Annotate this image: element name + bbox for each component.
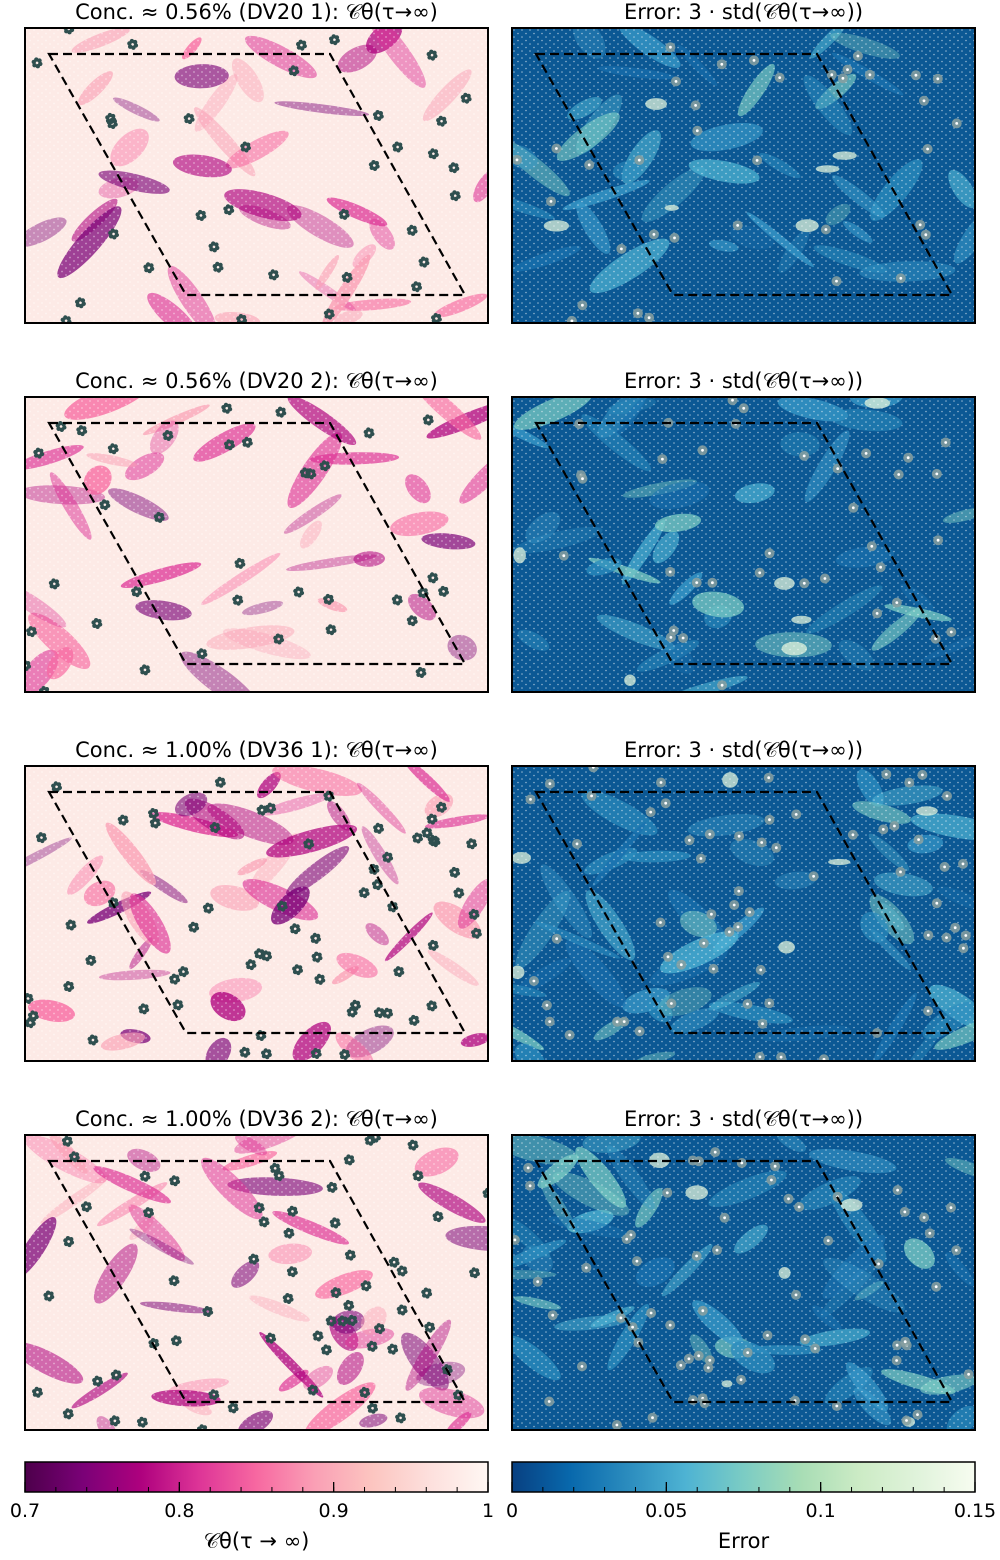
field-map-panel: Conc. ≈ 0.56% (DV20 2): 𝒞θ(τ→∞)	[24, 369, 489, 693]
error-map-panel: Error: 3 · std(𝒞θ(τ→∞))	[511, 738, 976, 1062]
colorbar-tick-label: 0.9	[319, 1500, 349, 1522]
error-colorbar: 0 0.05 0.1 0.15 Error	[506, 1461, 996, 1553]
field-panel-title: Conc. ≈ 0.56% (DV20 1): 𝒞θ(τ→∞)	[75, 0, 438, 24]
field-map-panel: Conc. ≈ 1.00% (DV36 1): 𝒞θ(τ→∞)	[24, 738, 489, 1062]
error-panel-title: Error: 3 · std(𝒞θ(τ→∞))	[624, 738, 863, 762]
colorbar-tick-label: 0.1	[806, 1500, 836, 1522]
colorbar-tick-label: 0.8	[164, 1500, 194, 1522]
colorbar-label: 𝒞θ(τ → ∞)	[204, 1529, 310, 1553]
panel-row-4: Conc. ≈ 1.00% (DV36 2): 𝒞θ(τ→∞) Error: 3 …	[24, 1107, 976, 1431]
error-panel-title: Error: 3 · std(𝒞θ(τ→∞))	[624, 0, 863, 24]
field-map-panel: Conc. ≈ 0.56% (DV20 1): 𝒞θ(τ→∞)	[24, 0, 489, 324]
colorbars: 0.7 0.8 0.9 1 𝒞θ(τ → ∞) 0 0.05 0.1 0.15 Error	[10, 1461, 996, 1553]
error-map-panel: Error: 3 · std(𝒞θ(τ→∞))	[511, 0, 976, 324]
error-panel-title: Error: 3 · std(𝒞θ(τ→∞))	[624, 1107, 863, 1131]
panel-row-1: Conc. ≈ 0.56% (DV20 1): 𝒞θ(τ→∞) Error: 3 …	[24, 0, 976, 324]
field-colorbar: 0.7 0.8 0.9 1 𝒞θ(τ → ∞)	[10, 1461, 494, 1553]
panel-row-3: Conc. ≈ 1.00% (DV36 1): 𝒞θ(τ→∞) Error: 3 …	[24, 738, 976, 1062]
field-map-panel: Conc. ≈ 1.00% (DV36 2): 𝒞θ(τ→∞)	[24, 1107, 489, 1431]
error-map-panel: Error: 3 · std(𝒞θ(τ→∞))	[511, 1107, 976, 1431]
colorbar-tick-label: 0.15	[954, 1500, 996, 1522]
panel-row-2: Conc. ≈ 0.56% (DV20 2): 𝒞θ(τ→∞) Error: 3 …	[24, 369, 976, 693]
colorbar-tick-label: 0.05	[645, 1500, 687, 1522]
field-panel-title: Conc. ≈ 0.56% (DV20 2): 𝒞θ(τ→∞)	[75, 369, 438, 393]
field-panel-title: Conc. ≈ 1.00% (DV36 2): 𝒞θ(τ→∞)	[75, 1107, 438, 1131]
colorbar-label: Error	[718, 1529, 770, 1553]
colorbar-tick-label: 1	[482, 1500, 494, 1522]
field-panel-title: Conc. ≈ 1.00% (DV36 1): 𝒞θ(τ→∞)	[75, 738, 438, 762]
panel-grid: Conc. ≈ 0.56% (DV20 1): 𝒞θ(τ→∞) Error: 3 …	[24, 0, 976, 1431]
error-map-panel: Error: 3 · std(𝒞θ(τ→∞))	[511, 369, 976, 693]
error-panel-title: Error: 3 · std(𝒞θ(τ→∞))	[624, 369, 863, 393]
colorbar-tick-label: 0.7	[10, 1500, 40, 1522]
colorbar-tick-label: 0	[506, 1500, 518, 1522]
